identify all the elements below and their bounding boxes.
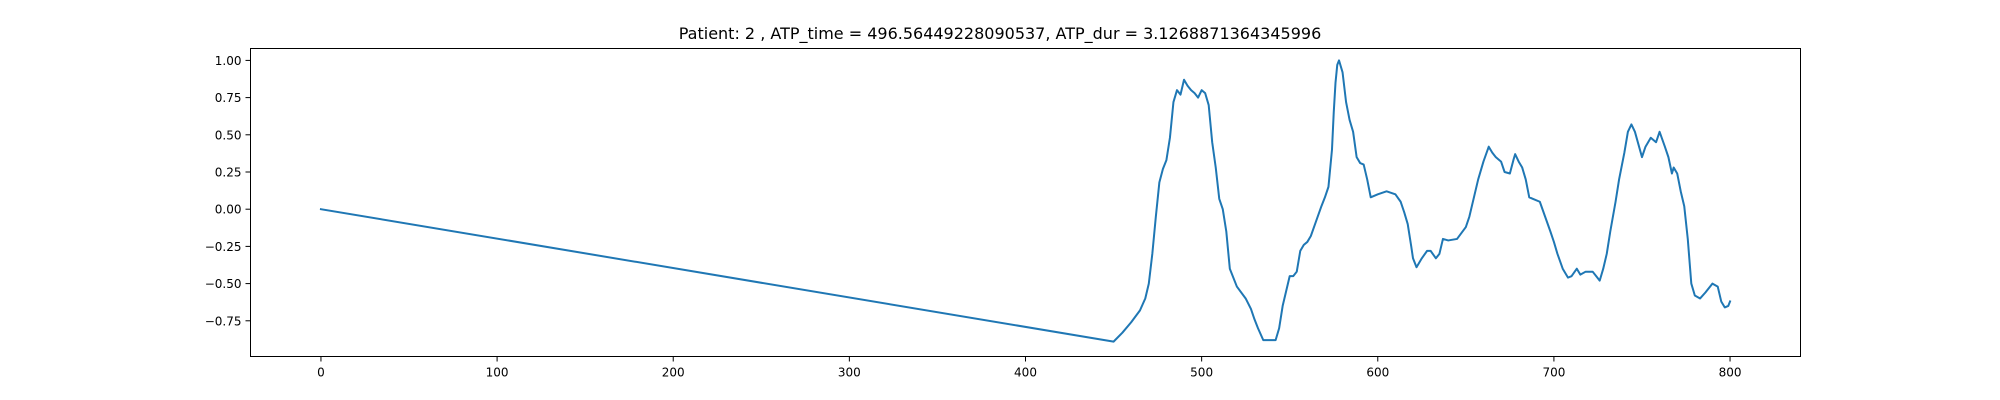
plot-area <box>319 59 1732 343</box>
y-tick-label: 0.00 <box>215 203 242 217</box>
x-tick-label: 400 <box>1014 366 1037 380</box>
x-tick-label: 100 <box>486 366 509 380</box>
x-tick-label: 700 <box>1542 366 1565 380</box>
y-tick-label: −0.75 <box>205 314 242 328</box>
x-tick-label: 500 <box>1190 366 1213 380</box>
y-tick-label: −0.50 <box>205 277 242 291</box>
axis-ticks: 0 100 200 300 400 500 600 700 800 1.00 0.75 0.50 0.2… <box>205 54 1742 380</box>
x-tick-label: 0 <box>317 366 325 380</box>
y-tick-label: 0.25 <box>215 165 242 179</box>
x-tick-label: 800 <box>1719 366 1742 380</box>
x-tick-label: 600 <box>1366 366 1389 380</box>
x-tick-label: 300 <box>838 366 861 380</box>
chart-title: Patient: 2 , ATP_time = 496.564492280905… <box>679 24 1322 44</box>
x-tick-label: 200 <box>662 366 685 380</box>
axes-frame <box>250 48 1801 357</box>
y-tick-label: −0.25 <box>205 240 242 254</box>
y-tick-label: 0.50 <box>215 128 242 142</box>
series-line <box>319 59 1732 343</box>
y-tick-label: 0.75 <box>215 91 242 105</box>
y-tick-label: 1.00 <box>215 54 242 68</box>
